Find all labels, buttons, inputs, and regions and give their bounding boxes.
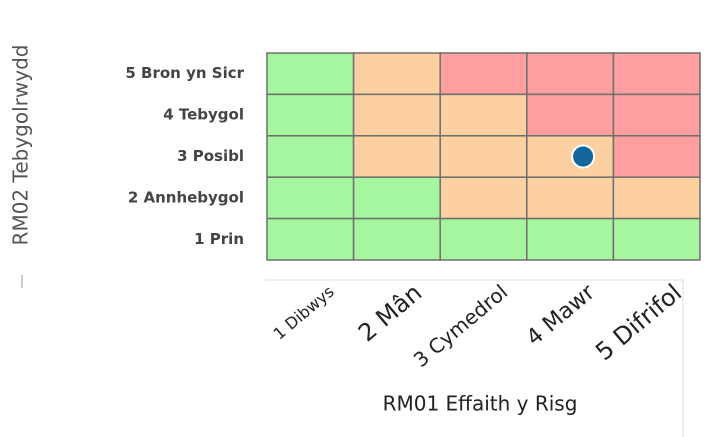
y-tick-label: 4 Tebygol xyxy=(163,106,244,124)
x-tick-label: 3 Cymedrol xyxy=(409,280,512,372)
cell xyxy=(526,135,615,178)
cell xyxy=(612,176,701,220)
y-axis-title: RM02 Tebygolrwydd xyxy=(9,45,33,246)
y-tick-label: 3 Posibl xyxy=(177,147,244,165)
cell xyxy=(266,93,355,137)
cell xyxy=(266,217,355,261)
y-tick-label: 2 Annhebygol xyxy=(128,188,244,206)
y-tick-label: 5 Bron yn Sicr xyxy=(125,64,244,82)
cell xyxy=(612,93,701,137)
cell xyxy=(612,135,701,178)
cell xyxy=(612,52,701,96)
cell xyxy=(439,176,528,220)
x-axis-title: RM01 Effaith y Risg xyxy=(383,392,578,416)
y-tick-label: 1 Prin xyxy=(194,230,244,248)
x-tick-label: 1 Dibwys xyxy=(270,282,338,344)
cell xyxy=(439,52,528,96)
cell xyxy=(612,217,701,261)
x-tick-label: 5 Difrifol xyxy=(590,279,687,367)
cell xyxy=(352,217,441,261)
cell xyxy=(526,176,615,220)
x-tick-label: 2 Mân xyxy=(353,279,427,348)
cell xyxy=(352,135,441,178)
cell xyxy=(266,135,355,178)
x-tick-label: 4 Mawr xyxy=(522,279,600,351)
cell xyxy=(439,135,528,178)
cell xyxy=(439,93,528,137)
cell xyxy=(266,176,355,220)
cell xyxy=(439,217,528,261)
cell xyxy=(352,52,441,96)
cell xyxy=(526,93,615,137)
cell xyxy=(352,176,441,220)
cell xyxy=(526,217,615,261)
cell xyxy=(526,52,615,96)
cell xyxy=(266,52,355,96)
cell xyxy=(352,93,441,137)
risk-point xyxy=(571,144,596,169)
